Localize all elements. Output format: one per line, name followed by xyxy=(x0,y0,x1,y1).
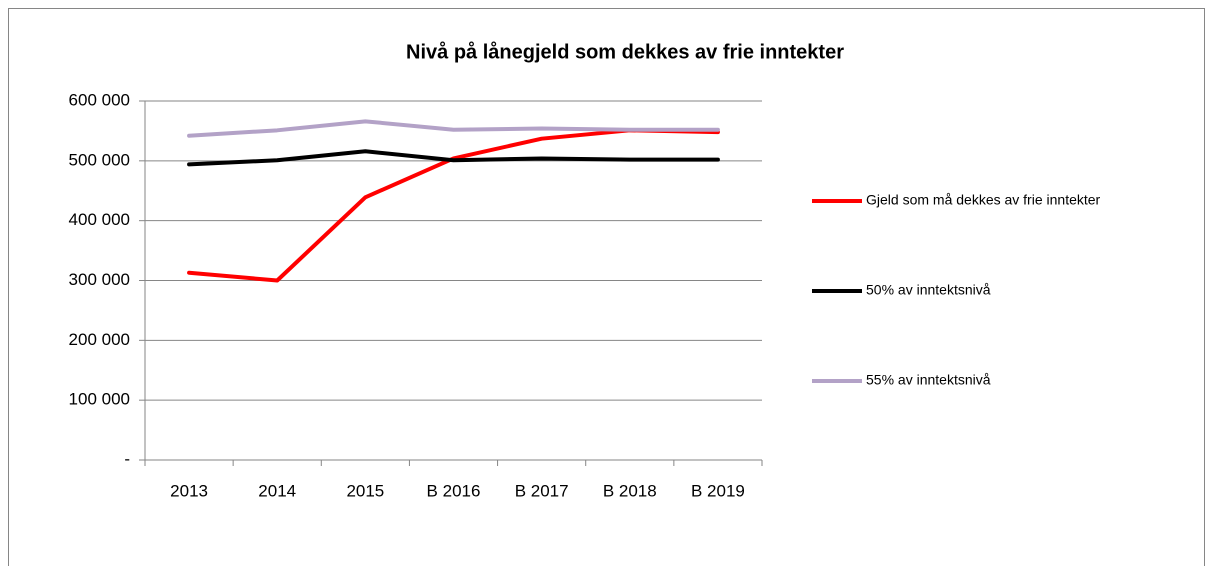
x-tick-label: 2013 xyxy=(170,481,208,500)
y-tick-label: 400 000 xyxy=(69,210,130,229)
y-tick-label: - xyxy=(124,449,130,468)
y-tick-label: 600 000 xyxy=(69,90,130,109)
x-tick-label: B 2018 xyxy=(603,481,657,500)
y-tick-label: 500 000 xyxy=(69,150,130,169)
chart-title: Nivå på lånegjeld som dekkes av frie inn… xyxy=(406,40,844,63)
x-tick-label: 2014 xyxy=(258,481,296,500)
x-tick-label: B 2017 xyxy=(515,481,569,500)
series-line xyxy=(187,149,720,167)
y-tick-label: 300 000 xyxy=(69,270,130,289)
x-tick-label: B 2016 xyxy=(427,481,481,500)
y-tick-label: 200 000 xyxy=(69,330,130,349)
x-tick-label: B 2019 xyxy=(691,481,745,500)
legend-label: Gjeld som må dekkes av frie inntekter xyxy=(866,192,1101,208)
series-line xyxy=(187,119,720,138)
y-tick-label: 100 000 xyxy=(69,390,130,409)
legend-label: 55% av inntektsnivå xyxy=(866,372,991,388)
x-tick-label: 2015 xyxy=(346,481,384,500)
legend-label: 50% av inntektsnivå xyxy=(866,282,991,298)
